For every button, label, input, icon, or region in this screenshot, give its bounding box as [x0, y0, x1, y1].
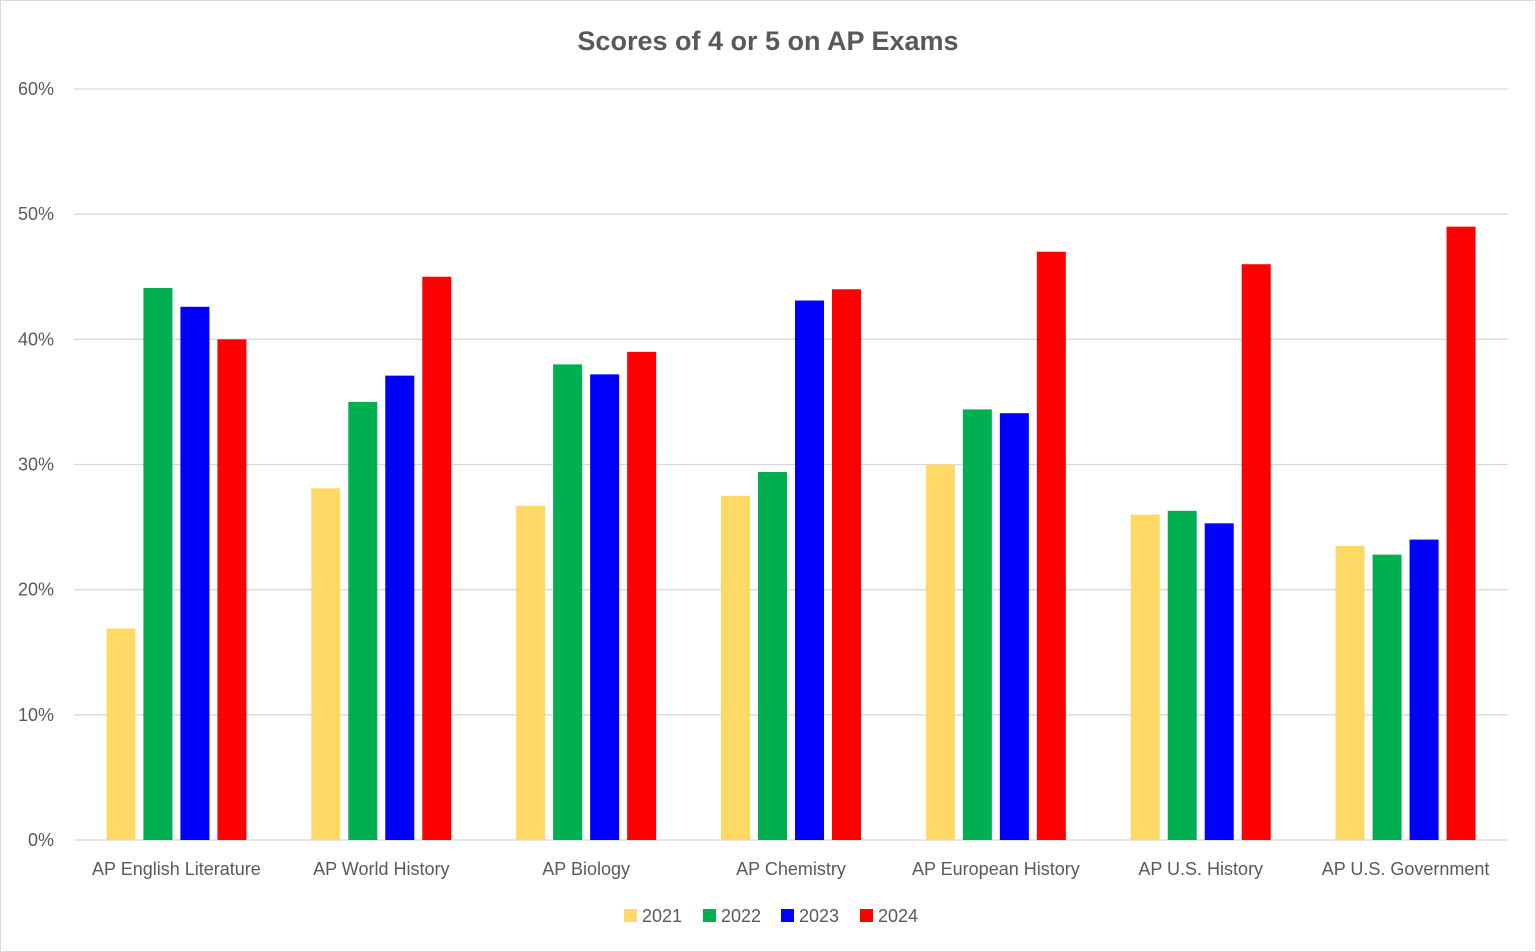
bar-2021 [516, 505, 546, 840]
legend-label: 2024 [878, 906, 918, 926]
x-category-label: AP Chemistry [736, 859, 846, 879]
y-tick-label: 50% [18, 204, 54, 224]
bar-2023 [795, 300, 824, 840]
bar-2024 [832, 289, 861, 840]
legend-label: 2021 [642, 906, 682, 926]
bar-2022 [962, 409, 992, 840]
bar-2022 [1372, 554, 1402, 840]
bar-2021 [721, 495, 750, 840]
bar-2021 [1335, 545, 1365, 840]
gridlines [74, 88, 1508, 841]
bar-2022 [143, 288, 173, 840]
bar-2024 [422, 276, 452, 840]
y-axis-ticks: 0% 10% 20% 30% 40% 50% 60% [18, 79, 54, 850]
legend-swatch [624, 909, 637, 922]
chart-title: Scores of 4 or 5 on AP Exams [577, 26, 958, 56]
bar-2024 [217, 339, 247, 840]
bar-2023 [180, 306, 210, 840]
bar-2022 [758, 472, 787, 840]
x-category-label: AP U.S. History [1138, 859, 1263, 879]
bar-2023 [590, 374, 620, 840]
legend-swatch [781, 909, 794, 922]
x-axis-labels: AP English Literature AP World History AP … [92, 859, 1489, 879]
x-category-label: AP European History [912, 859, 1080, 879]
bar-2021 [925, 464, 955, 840]
legend-swatch [860, 909, 873, 922]
x-category-label: AP U.S. Government [1322, 859, 1490, 879]
x-category-label: AP Biology [542, 859, 630, 879]
bar-2023 [1409, 539, 1439, 840]
y-tick-label: 30% [18, 455, 54, 475]
y-tick-label: 40% [18, 329, 54, 349]
legend-item-2021: 2021 [624, 906, 682, 926]
bar-2023 [1204, 523, 1234, 840]
legend-swatch [703, 909, 716, 922]
bar-2024 [1446, 226, 1476, 840]
bar-2021 [311, 488, 341, 840]
bar-2023 [999, 413, 1029, 840]
legend-label: 2023 [799, 906, 839, 926]
legend-item-2023: 2023 [781, 906, 839, 926]
bar-2023 [385, 375, 415, 840]
x-category-label: AP World History [313, 859, 449, 879]
bar-2022 [553, 364, 583, 840]
bar-2021 [106, 628, 136, 840]
y-tick-label: 60% [18, 79, 54, 99]
x-category-label: AP English Literature [92, 859, 261, 879]
legend: 2021 2022 2023 2024 [624, 906, 918, 926]
bar-2022 [348, 401, 378, 840]
legend-item-2022: 2022 [703, 906, 761, 926]
legend-item-2024: 2024 [860, 906, 918, 926]
y-tick-label: 20% [18, 580, 54, 600]
legend-label: 2022 [721, 906, 761, 926]
bars [106, 226, 1476, 840]
y-tick-label: 0% [28, 830, 54, 850]
bar-2024 [1036, 251, 1066, 840]
bar-2024 [1241, 264, 1271, 840]
y-tick-label: 10% [18, 705, 54, 725]
bar-2022 [1167, 510, 1197, 840]
bar-2021 [1130, 514, 1160, 840]
bar-2024 [627, 351, 657, 840]
